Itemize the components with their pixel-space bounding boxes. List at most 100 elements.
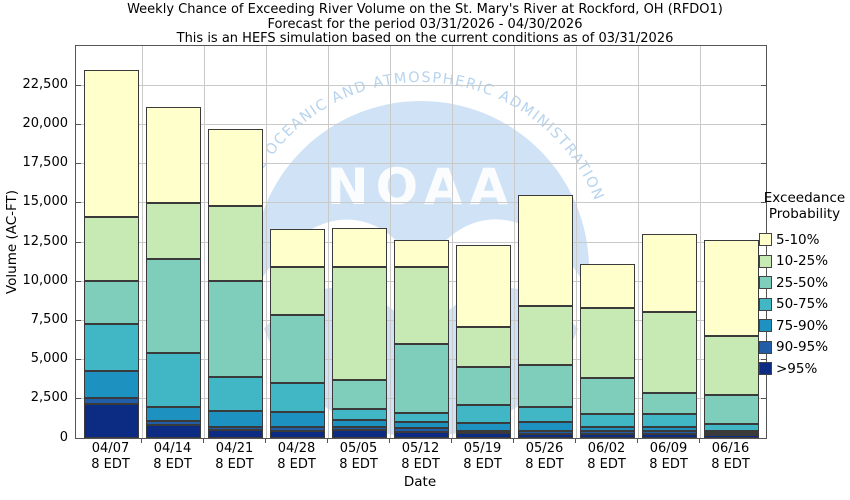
y-tick-mark (761, 359, 766, 361)
legend-swatch (759, 254, 772, 268)
y-tick-mark (76, 84, 81, 86)
bar-segment-1025-06-02 (580, 307, 635, 378)
bar-segment-2550-05-12 (394, 343, 449, 413)
bar-segment-95-04-14 (146, 424, 201, 438)
bar-segment-5075-05-05 (332, 408, 387, 420)
x-tick-label-date: 06/02 (587, 441, 626, 456)
bar-segment-7590-04-28 (270, 412, 325, 427)
bar-segment-7590-05-26 (518, 422, 573, 431)
x-tick-label-time: 8 EDT (277, 456, 316, 472)
y-tick-mark (76, 280, 81, 282)
bar-segment-9095-04-14 (146, 420, 201, 425)
x-tick-label: 06/02 8 EDT (576, 441, 638, 472)
y-tick-label: 0 (59, 429, 68, 445)
chart-title-line-1: Weekly Chance of Exceeding River Volume … (127, 2, 723, 17)
x-tick-label-date: 05/05 (339, 441, 378, 456)
bar-segment-95-04-28 (270, 430, 325, 438)
x-tick-label: 06/16 8 EDT (700, 441, 762, 472)
legend-entry: 50-75% (759, 294, 850, 316)
v-gridline (514, 46, 515, 438)
bar-segment-510-06-16 (704, 240, 759, 337)
y-tick-label: 15,000 (22, 194, 69, 210)
bar-segment-2550-04-07 (84, 281, 139, 325)
bar-segment-95-05-26 (518, 434, 573, 438)
legend-entry-label: 10-25% (776, 253, 829, 270)
bar-segment-1025-04-14 (146, 202, 201, 260)
legend-entry-label: 90-95% (776, 339, 829, 356)
legend-entry-label: 5-10% (776, 231, 820, 248)
legend-title: Exceedance Probability (759, 190, 850, 222)
y-tick-label: 5,000 (30, 351, 68, 367)
x-tick-mark (389, 438, 390, 443)
x-tick-mark (265, 438, 266, 443)
bar-segment-9095-04-21 (208, 427, 263, 430)
bar-segment-1025-04-28 (270, 267, 325, 315)
bar-segment-7590-06-16 (704, 430, 759, 434)
x-tick-label: 05/19 8 EDT (452, 441, 514, 472)
x-tick-label: 04/28 8 EDT (266, 441, 328, 472)
y-tick-mark (76, 241, 81, 243)
x-tick-label-time: 8 EDT (525, 456, 564, 472)
legend-entry-label: 50-75% (776, 296, 829, 313)
bar-segment-1025-05-19 (456, 327, 511, 368)
legend-entry-label: >95% (776, 360, 818, 377)
legend-title-line-1: Exceedance (763, 190, 846, 206)
bar-segment-2550-06-09 (642, 393, 697, 415)
h-gridline (76, 123, 766, 125)
x-tick-label-date: 04/14 (153, 441, 192, 456)
y-tick-mark (76, 163, 81, 165)
y-tick-label: 20,000 (22, 115, 69, 131)
x-tick-label-date: 05/12 (401, 441, 440, 456)
bar-segment-1025-06-09 (642, 311, 697, 394)
x-tick-label: 05/12 8 EDT (390, 441, 452, 472)
bar-segment-5075-05-26 (518, 406, 573, 423)
y-tick-label: 2,500 (30, 390, 68, 406)
x-tick-label-time: 8 EDT (587, 456, 626, 472)
bar-segment-7590-05-12 (394, 422, 449, 429)
bar-segment-510-04-21 (208, 129, 263, 206)
legend: Exceedance Probability 5-10% 10-25% 25-50%… (759, 190, 850, 380)
x-tick-label-date: 04/07 (91, 441, 130, 456)
legend-swatch (759, 297, 772, 311)
x-tick-label-date: 06/09 (649, 441, 688, 456)
bar-segment-5075-06-09 (642, 414, 697, 427)
y-tick-label: 12,500 (22, 233, 69, 249)
bar-segment-9095-06-02 (580, 431, 635, 435)
bar-segment-510-05-19 (456, 245, 511, 328)
x-tick-label: 06/09 8 EDT (638, 441, 700, 472)
v-gridline (638, 46, 639, 438)
chart-title-line-3: This is an HEFS simulation based on the … (176, 31, 674, 46)
x-tick-mark (327, 438, 328, 443)
y-tick-mark (761, 123, 766, 125)
x-tick-label: 05/05 8 EDT (328, 441, 390, 472)
bar-segment-5075-05-12 (394, 412, 449, 423)
v-gridline (576, 46, 577, 438)
bar-segment-1025-05-12 (394, 267, 449, 344)
bar-segment-95-04-21 (208, 429, 263, 438)
legend-entry-label: 25-50% (776, 274, 829, 291)
x-tick-label-date: 04/28 (277, 441, 316, 456)
bar-segment-7590-05-19 (456, 423, 511, 431)
legend-title-line-2: Probability (768, 206, 841, 222)
bar-segment-9095-05-05 (332, 427, 387, 431)
legend-entry: >95% (759, 358, 850, 380)
bar-segment-5075-04-14 (146, 353, 201, 407)
bar-segment-510-05-12 (394, 240, 449, 268)
v-gridline (700, 46, 701, 438)
bar-segment-9095-05-12 (394, 428, 449, 432)
bar-segment-510-04-28 (270, 229, 325, 268)
legend-entry: 90-95% (759, 337, 850, 359)
h-gridline (76, 163, 766, 165)
noaa-wordmark: NOAA (327, 158, 515, 216)
bar-segment-5075-05-19 (456, 405, 511, 424)
v-gridline (266, 46, 267, 438)
x-tick-mark (637, 438, 638, 443)
y-tick-label: 10,000 (22, 272, 69, 288)
x-tick-mark (141, 438, 142, 443)
y-tick-mark (761, 398, 766, 400)
y-tick-label: 7,500 (30, 311, 68, 327)
h-gridline (76, 84, 766, 86)
y-tick-mark (761, 163, 766, 165)
x-tick-label-date: 05/19 (463, 441, 502, 456)
legend-swatch (759, 362, 772, 376)
